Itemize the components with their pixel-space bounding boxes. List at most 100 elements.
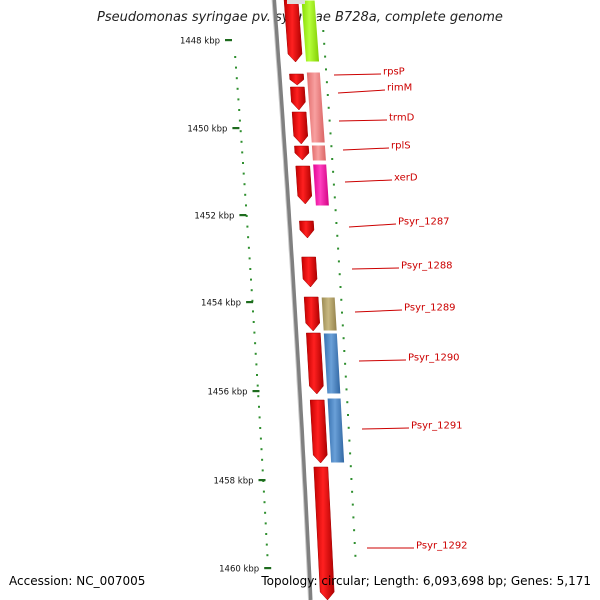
ruler-dot [261, 469, 264, 472]
ruler-dot [254, 352, 257, 355]
ruler-dot [236, 87, 239, 90]
ruler-dot [238, 109, 241, 111]
track-dot [344, 375, 347, 378]
ruler-dot [264, 511, 267, 514]
track-dot [345, 388, 348, 391]
gene-label: trmD [389, 113, 415, 124]
cds-arrow [313, 466, 335, 600]
track-dot [334, 209, 337, 212]
cog-block [287, 0, 305, 4]
gene-label: rplS [391, 141, 411, 152]
label-leader [338, 119, 388, 122]
ruler-dot [252, 310, 254, 313]
label-leader [361, 427, 410, 430]
track-dot [332, 183, 335, 186]
track-dot [325, 68, 327, 71]
gene-label: Psyr_1288 [401, 261, 453, 272]
track-dot [341, 311, 343, 314]
tick-label: 1450 kbp [187, 125, 227, 135]
ruler-dot [241, 151, 244, 154]
track-dot [336, 234, 339, 237]
label-leader [342, 147, 390, 151]
track-dot [327, 106, 330, 109]
cds-arrow [291, 111, 309, 145]
ruler-dot [247, 246, 250, 249]
ruler-dot [246, 225, 249, 228]
ruler-dot [240, 140, 243, 143]
ruler-dot [259, 427, 262, 429]
ruler-dot [252, 321, 255, 323]
track-dot [339, 286, 342, 288]
tick-label: 1454 kbp [201, 299, 241, 309]
track-dot [342, 337, 345, 340]
cog-block [320, 296, 338, 332]
track-dot [350, 478, 353, 480]
ruler-dot [258, 416, 261, 419]
gene-label: rpsP [383, 67, 405, 78]
track-dot [337, 260, 340, 263]
tick-mark [225, 39, 232, 42]
track-dot [347, 414, 349, 416]
track-dot [328, 119, 331, 122]
gene-label: Psyr_1290 [408, 353, 460, 364]
ruler-dot [238, 119, 241, 122]
ruler-dot [237, 98, 240, 101]
ruler-dot [265, 543, 268, 546]
track-dot [347, 426, 350, 429]
ruler-dot [257, 395, 260, 398]
ruler-dot [244, 193, 247, 196]
label-leader [354, 309, 403, 313]
ruler-dot [256, 384, 259, 387]
cds-arrow [289, 73, 305, 86]
ruler-dot [263, 501, 266, 504]
ruler-dot [254, 342, 257, 345]
ruler-dot [256, 374, 258, 376]
ruler-dot [253, 331, 256, 334]
cds-arrow [294, 145, 310, 161]
label-leader [358, 359, 407, 362]
track-dot [333, 196, 336, 199]
ruler-dot [248, 257, 251, 260]
cog-track [287, 0, 346, 464]
track-dot [325, 81, 328, 84]
track-dot [352, 516, 355, 519]
cds-arrow [301, 256, 318, 288]
kbp-ruler: 1448 kbp 1450 kbp 1452 kbp 1454 kbp 1456 kbp… [180, 37, 272, 575]
cds-arrow [303, 296, 320, 332]
ruler-dot [250, 278, 252, 281]
tick-label: 1458 kbp [213, 477, 253, 487]
cds-arrow [295, 165, 313, 205]
track-dot [326, 94, 329, 96]
track-dot [340, 298, 343, 301]
track-dot [354, 554, 357, 557]
track-dot [349, 452, 352, 455]
track-dot [335, 222, 338, 224]
label-leader [351, 267, 400, 270]
track-dot [343, 350, 346, 352]
cds-arrow [299, 220, 315, 239]
outer-dotted-track [234, 56, 269, 557]
ruler-dot [251, 299, 254, 302]
cog-block [322, 332, 342, 395]
gene-label: xerD [394, 173, 418, 184]
accession-text: Accession: NC_007005 [9, 574, 146, 588]
track-dot [353, 542, 356, 544]
genome-summary: Topology: circular; Length: 6,093,698 bp… [261, 574, 591, 588]
tick-label: 1448 kbp [180, 37, 220, 47]
track-dot [351, 490, 354, 493]
ruler-dot [255, 363, 258, 366]
track-dot [323, 42, 326, 45]
ruler-dot [261, 458, 264, 461]
label-leader [348, 223, 397, 228]
ruler-dot [260, 448, 263, 451]
ruler-dot [247, 236, 250, 239]
ruler-dot [245, 204, 247, 207]
tick-mark [232, 127, 240, 130]
track-dot [351, 503, 354, 506]
cds-arrow [283, 0, 303, 63]
track-dot [346, 401, 349, 404]
gene-label: Psyr_1291 [411, 421, 463, 432]
cds-arrow [306, 332, 324, 395]
tick-mark [246, 301, 254, 304]
ruler-dot [243, 183, 246, 186]
